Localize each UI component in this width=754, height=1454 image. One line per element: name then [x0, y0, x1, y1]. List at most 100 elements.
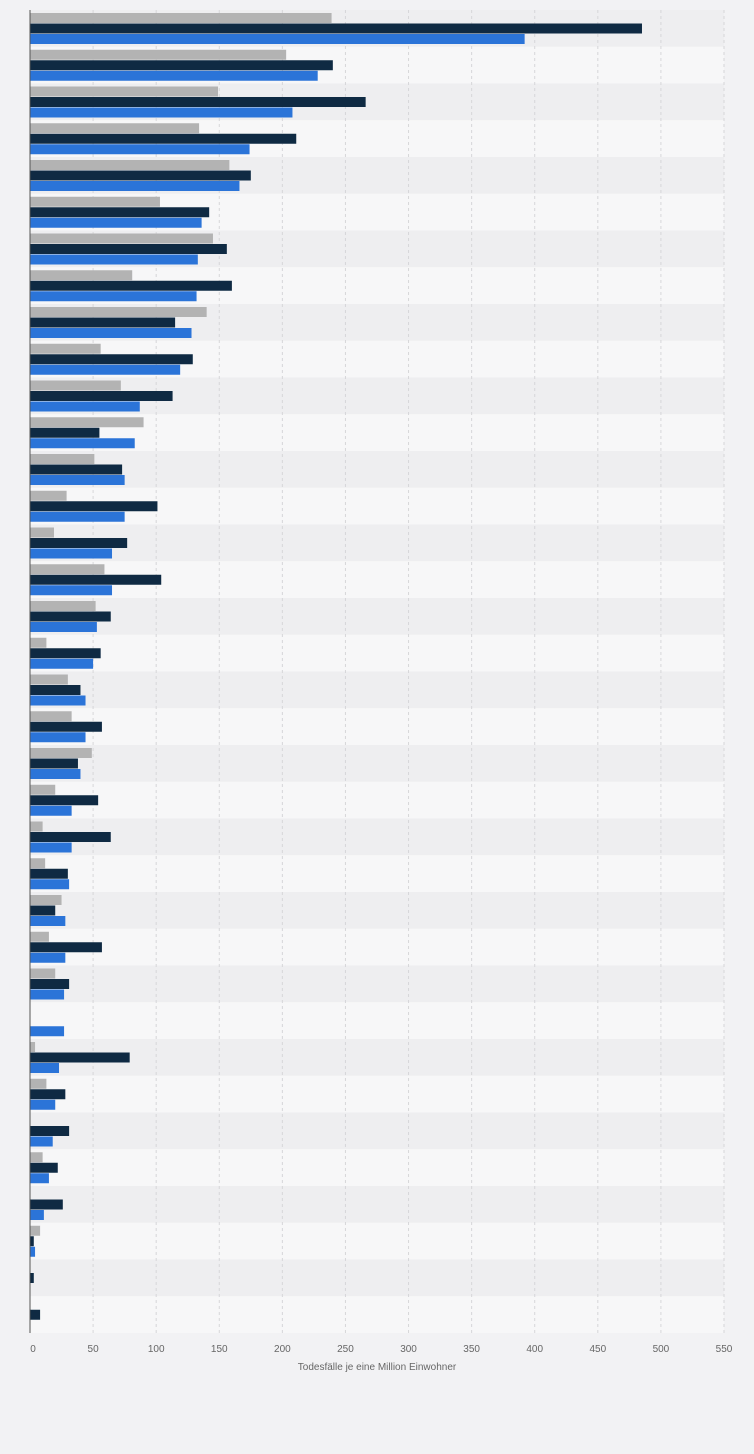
bar: [30, 307, 207, 317]
bars: [30, 13, 642, 1320]
row-band: [30, 1149, 724, 1186]
bar: [30, 905, 56, 916]
bar: [30, 952, 66, 963]
bar: [30, 70, 318, 81]
bar: [30, 160, 230, 170]
bar: [30, 1042, 36, 1052]
bar: [30, 548, 113, 559]
row-band: [30, 1259, 724, 1297]
bar: [30, 417, 144, 428]
row-band: [30, 892, 724, 929]
bar: [30, 1089, 66, 1100]
bar: [30, 868, 68, 879]
bar: [30, 711, 72, 722]
row-band: [30, 1002, 724, 1039]
bar: [30, 464, 123, 475]
row-band: [30, 855, 724, 892]
bar: [30, 832, 111, 842]
bar: [30, 805, 72, 816]
bar: [30, 1126, 70, 1136]
bar: [30, 585, 113, 596]
bar: [30, 795, 99, 806]
bar: [30, 721, 102, 732]
bar: [30, 1199, 63, 1210]
bar: [30, 244, 227, 254]
bar: [30, 1273, 34, 1283]
bar: [30, 270, 133, 281]
row-band: [30, 928, 724, 966]
x-tick-labels: 0 50 100 150 200 250 300 350 400 450 500 550: [30, 1344, 733, 1355]
x-tick-label: 50: [88, 1344, 100, 1355]
bar: [30, 895, 62, 905]
bar: [30, 1236, 34, 1247]
bar: [30, 170, 251, 181]
gridlines: [92, 10, 725, 1333]
bar: [30, 13, 332, 23]
bar: [30, 207, 210, 218]
bar: [30, 942, 102, 953]
bar: [30, 1173, 49, 1184]
bar: [30, 254, 198, 265]
bar: [30, 354, 193, 365]
bar: [30, 438, 135, 449]
bar: [30, 133, 297, 144]
bar: [30, 648, 101, 659]
bar: [30, 538, 128, 548]
bar: [30, 380, 121, 391]
bar: [30, 196, 160, 207]
x-tick-label: 150: [211, 1344, 228, 1355]
bar: [30, 1246, 36, 1257]
bar: [30, 475, 125, 485]
bar: [30, 391, 173, 401]
x-tick-label: 300: [400, 1344, 417, 1355]
bar: [30, 401, 140, 412]
bar: [30, 97, 366, 107]
bar: [30, 1225, 41, 1236]
bar: [30, 695, 86, 706]
bar: [30, 1309, 41, 1320]
bar: [30, 574, 162, 585]
bar: [30, 1136, 53, 1147]
bar: [30, 144, 250, 155]
bar: [30, 601, 96, 611]
bar: [30, 968, 56, 979]
bar: [30, 364, 181, 375]
row-band: [30, 1186, 724, 1223]
bar: [30, 49, 287, 60]
x-axis-label: Todesfälle je eine Million Einwohner: [298, 1362, 457, 1373]
x-tick-label: 100: [148, 1344, 165, 1355]
bar: [30, 611, 111, 622]
bar: [30, 107, 293, 118]
bar: [30, 1210, 44, 1220]
bar: [30, 622, 97, 632]
bar: [30, 1152, 43, 1163]
row-band: [30, 1075, 724, 1113]
bar: [30, 858, 46, 869]
row-band: [30, 1039, 724, 1076]
row-band: [30, 1296, 724, 1333]
x-tick-label: 250: [337, 1344, 354, 1355]
x-tick-label: 500: [653, 1344, 670, 1355]
row-band: [30, 451, 724, 488]
bar: [30, 821, 43, 832]
row-band: [30, 781, 724, 819]
bar: [30, 527, 54, 538]
bar: [30, 931, 49, 942]
bar: [30, 280, 232, 291]
row-band: [30, 634, 724, 672]
bar: [30, 989, 65, 1000]
bar: [30, 674, 68, 685]
bar: [30, 343, 101, 354]
bar: [30, 427, 100, 438]
bar: [30, 784, 56, 795]
row-band: [30, 745, 724, 782]
bar: [30, 317, 176, 328]
row-band: [30, 1222, 724, 1260]
bar: [30, 328, 192, 338]
bar: [30, 454, 95, 464]
row-band: [30, 818, 724, 856]
bar: [30, 1063, 60, 1073]
bar: [30, 490, 67, 501]
